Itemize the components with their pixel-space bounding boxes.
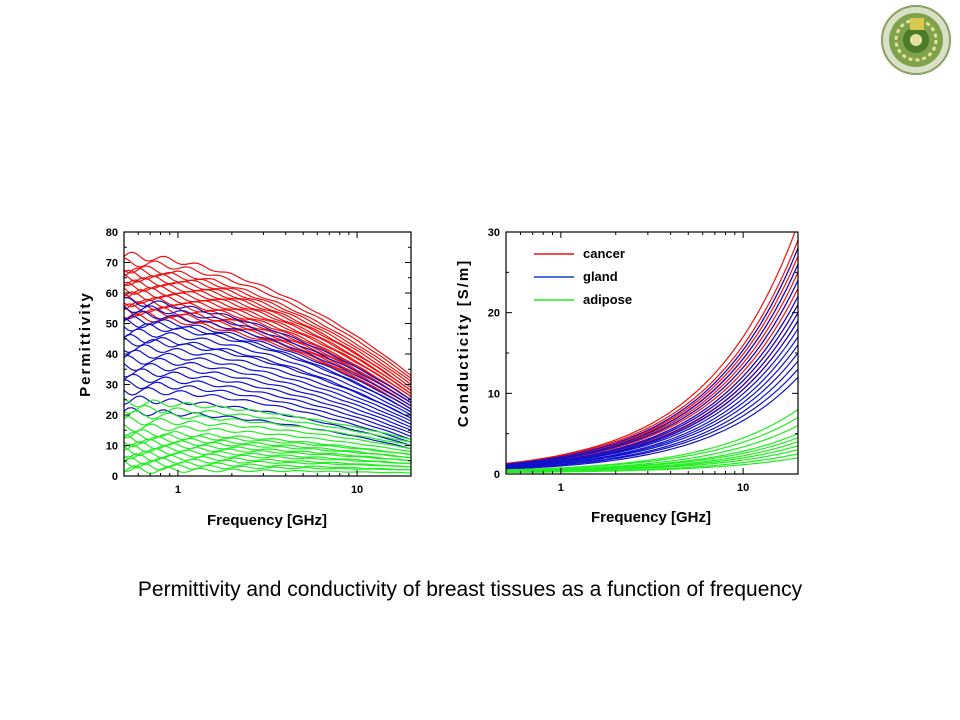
legend-label-gland: gland: [583, 269, 618, 284]
gland-curve: [124, 407, 411, 450]
conductivity-series-group: [506, 232, 798, 473]
permittivity-ticks: 1 10 0 10 20 30 40 50 60 70 80: [106, 227, 412, 496]
cancer-curve: [506, 239, 798, 465]
gland-curve: [506, 280, 798, 466]
y-tick-label: 20: [488, 308, 500, 320]
y-tick-label: 20: [106, 410, 118, 422]
adipose-curve: [124, 450, 411, 465]
gland-curve: [124, 373, 411, 438]
y-tick-label: 0: [494, 469, 500, 481]
y-tick-label: 10: [488, 388, 500, 400]
x-tick-label: 1: [558, 482, 564, 494]
adipose-curve: [506, 437, 798, 472]
cancer-curve: [124, 288, 411, 398]
cancer-curve: [124, 312, 411, 410]
adipose-curve: [124, 415, 411, 450]
x-tick-label: 10: [737, 482, 749, 494]
cancer-curve: [124, 277, 411, 391]
adipose-curve: [124, 443, 411, 462]
adipose-curve: [124, 404, 411, 443]
y-tick-label: 50: [106, 319, 118, 331]
adipose-curve: [124, 452, 411, 468]
x-tick-label: 10: [351, 484, 363, 496]
gland-curve: [124, 349, 411, 425]
y-tick-label: 0: [112, 471, 118, 483]
permittivity-series-group: [124, 251, 411, 474]
adipose-curve: [124, 459, 411, 471]
conductivity-legend: cancer gland adipose: [534, 246, 632, 307]
conductivity-x-axis-title: Frequency [GHz]: [591, 509, 711, 526]
y-tick-label: 10: [106, 441, 118, 453]
cancer-curve: [124, 269, 411, 389]
gland-curve: [124, 368, 411, 434]
adipose-curve: [124, 423, 411, 453]
cancer-curve: [124, 293, 411, 401]
adipose-curve: [124, 455, 411, 468]
adipose-curve: [506, 416, 798, 471]
legend-label-adipose: adipose: [583, 292, 632, 307]
gland-curve: [124, 336, 411, 419]
cancer-curve: [124, 306, 411, 407]
adipose-curve: [124, 434, 411, 459]
y-tick-label: 60: [106, 288, 118, 300]
gland-curve: [124, 386, 411, 443]
x-tick-label: 1: [175, 484, 181, 496]
conductivity-chart: 1 10 0 10 20 30 cancer gland adipose Frequency …: [455, 227, 799, 526]
gland-curve: [124, 305, 411, 404]
gland-curve: [124, 318, 411, 413]
gland-curve: [506, 304, 798, 467]
y-tick-label: 30: [488, 227, 500, 239]
adipose-curve: [124, 440, 411, 462]
adipose-curve: [506, 449, 798, 473]
adipose-curve: [124, 410, 411, 447]
y-tick-label: 80: [106, 227, 118, 239]
legend-label-cancer: cancer: [583, 246, 625, 261]
cancer-curve: [124, 279, 411, 395]
adipose-curve: [124, 397, 411, 440]
gland-curve: [506, 376, 798, 470]
cancer-curve: [124, 257, 411, 379]
gland-curve: [124, 315, 411, 410]
gland-curve: [506, 368, 798, 469]
permittivity-x-axis-title: Frequency [GHz]: [207, 512, 327, 529]
cancer-curve: [124, 267, 411, 386]
gland-curve: [124, 395, 411, 447]
slide-caption: Permittivity and conductivity of breast …: [137, 578, 803, 601]
y-tick-label: 30: [106, 380, 118, 392]
conductivity-y-axis-title: Conducticity [S/m]: [455, 259, 472, 428]
cancer-curve: [124, 291, 411, 401]
adipose-curve: [124, 462, 411, 473]
adipose-curve: [506, 457, 798, 473]
gland-curve: [506, 247, 798, 465]
gland-curve: [124, 379, 411, 440]
gland-curve: [124, 323, 411, 413]
cancer-curve: [124, 251, 411, 376]
gland-curve: [124, 354, 411, 428]
adipose-curve: [124, 431, 411, 456]
y-tick-label: 40: [106, 349, 118, 361]
gland-curve: [124, 362, 411, 431]
gland-curve: [506, 352, 798, 469]
cancer-curve: [124, 301, 411, 404]
adipose-curve: [124, 465, 411, 474]
university-seal-logo-icon: [881, 5, 951, 75]
permittivity-chart: 1 10 0 10 20 30 40 50 60 70 80 Frequency [GHz] Per…: [77, 227, 412, 529]
cancer-curve: [124, 281, 411, 395]
gland-curve: [506, 328, 798, 468]
gland-curve: [124, 296, 411, 401]
y-tick-label: 70: [106, 258, 118, 270]
permittivity-y-axis-title: Permittivity: [77, 291, 94, 397]
gland-curve: [124, 328, 411, 416]
gland-curve: [124, 333, 411, 419]
gland-curve: [124, 344, 411, 422]
conductivity-ticks: 1 10 0 10 20 30: [488, 227, 799, 494]
gland-curve: [124, 310, 411, 407]
